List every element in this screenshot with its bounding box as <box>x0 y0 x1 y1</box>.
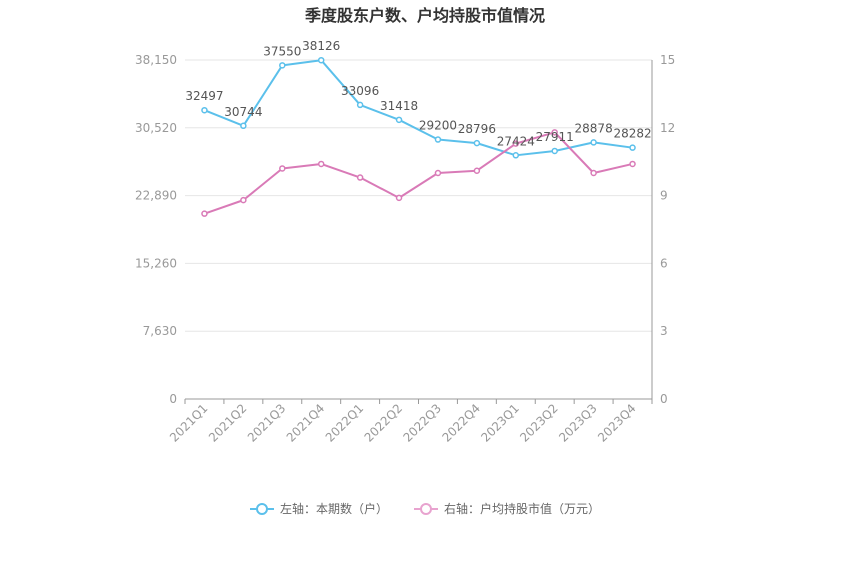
data-point <box>590 139 597 146</box>
data-point <box>317 56 325 64</box>
legend-label-right-series: 右轴：户均持股市值（万元） <box>444 502 601 516</box>
series-line-left <box>204 59 633 157</box>
x-tick-label: 2021Q2 <box>206 401 250 445</box>
left-axis-ticks: 0 7,630 15,260 22,890 30,520 38,150 <box>135 53 177 406</box>
legend-item-left-series[interactable]: 左轴：本期数（户） <box>249 500 388 517</box>
data-point <box>201 210 208 217</box>
right-tick-label: 12 <box>660 121 675 135</box>
data-point <box>201 106 208 114</box>
data-label: 28282 <box>613 127 651 141</box>
data-point <box>551 129 558 136</box>
x-tick-label: 2023Q4 <box>595 401 639 445</box>
x-tick-label: 2023Q3 <box>556 401 600 445</box>
data-point <box>590 169 597 177</box>
data-point <box>629 160 636 168</box>
data-label: 37550 <box>263 44 301 58</box>
data-point <box>434 169 442 177</box>
data-label: 28878 <box>575 121 613 135</box>
left-tick-label: 30,520 <box>135 121 177 135</box>
data-label: 30744 <box>224 105 262 119</box>
data-point <box>279 62 286 69</box>
series-layer <box>201 56 636 217</box>
data-point <box>356 174 364 181</box>
x-tick-label: 2023Q1 <box>478 401 522 445</box>
x-tick-label: 2021Q1 <box>167 401 211 445</box>
right-tick-label: 3 <box>660 324 668 338</box>
x-tick-label: 2021Q3 <box>245 401 289 445</box>
data-point <box>356 101 364 109</box>
x-tick-label: 2022Q2 <box>362 401 406 445</box>
right-axis-ticks: 0 3 6 9 12 15 <box>660 53 675 406</box>
data-point <box>629 144 636 151</box>
right-tick-label: 6 <box>660 256 668 270</box>
left-tick-label: 38,150 <box>135 53 177 67</box>
chart-title: 季度股东户数、户均持股市值情况 <box>304 6 545 25</box>
data-point <box>240 122 247 130</box>
left-tick-label: 0 <box>169 392 177 406</box>
left-tick-label: 7,630 <box>143 324 177 338</box>
data-point <box>279 165 286 172</box>
data-point <box>473 139 481 147</box>
data-label: 29200 <box>419 119 457 133</box>
data-label: 28796 <box>458 122 496 136</box>
data-point <box>240 196 247 204</box>
data-point <box>551 147 558 155</box>
legend-item-right-series[interactable]: 右轴：户均持股市值（万元） <box>414 500 600 517</box>
data-point <box>395 116 403 124</box>
data-label: 31418 <box>380 99 418 113</box>
legend-label-left-series: 左轴：本期数（户） <box>279 502 388 516</box>
data-point <box>434 136 442 143</box>
data-point <box>395 194 403 202</box>
data-label: 33096 <box>341 84 379 98</box>
data-label: 27424 <box>497 134 535 148</box>
series-line-right <box>204 131 633 215</box>
legend-swatch-left-series <box>249 502 274 515</box>
data-point <box>473 167 481 174</box>
legend-swatch-right-series <box>414 502 438 515</box>
data-point <box>317 160 325 168</box>
x-tick-label: 2022Q3 <box>401 401 445 445</box>
x-tick-label: 2023Q2 <box>517 401 561 445</box>
left-tick-label: 15,260 <box>135 256 177 270</box>
data-point <box>512 140 520 147</box>
legend: 左轴：本期数（户） 右轴：户均持股市值（万元） <box>0 500 850 517</box>
left-tick-label: 22,890 <box>135 189 177 203</box>
data-label: 27911 <box>536 130 574 144</box>
x-tick-label: 2021Q4 <box>284 401 328 445</box>
right-tick-label: 9 <box>660 189 668 203</box>
data-label: 32497 <box>185 89 223 103</box>
right-tick-label: 15 <box>660 53 675 67</box>
x-axis-ticks: 2021Q12021Q22021Q32021Q42022Q12022Q22022… <box>167 399 653 445</box>
data-label: 38126 <box>302 39 340 53</box>
x-tick-label: 2022Q1 <box>323 401 367 445</box>
x-tick-label: 2022Q4 <box>439 401 483 445</box>
data-point <box>512 152 520 159</box>
right-tick-label: 0 <box>660 392 668 406</box>
